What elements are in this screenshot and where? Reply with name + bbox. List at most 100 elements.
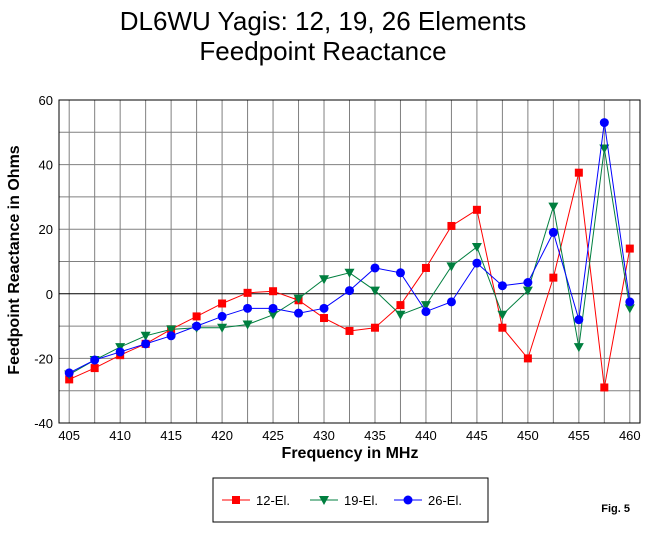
data-point (497, 281, 507, 291)
data-point (599, 118, 609, 128)
data-point (345, 286, 354, 296)
x-tick-label: 405 (58, 428, 80, 443)
data-point (573, 343, 584, 353)
figure-label: Fig. 5 (601, 503, 630, 515)
chart-subtitle: Feedpoint Reactance (199, 36, 446, 66)
data-point (140, 331, 151, 341)
data-point (574, 168, 583, 177)
y-tick-label: 40 (39, 158, 53, 173)
data-point (395, 310, 406, 320)
x-tick-label: 435 (364, 428, 386, 443)
data-point (320, 314, 329, 323)
data-point (166, 325, 177, 335)
x-tick-label: 420 (211, 428, 233, 443)
y-tick-label: 0 (46, 287, 53, 302)
x-tick-label: 460 (619, 428, 641, 443)
data-point (268, 310, 279, 320)
y-tick-label: -40 (34, 416, 53, 431)
series-layer (64, 118, 635, 392)
data-point (217, 311, 227, 321)
data-point (471, 242, 482, 252)
data-point (549, 273, 558, 282)
data-point (395, 268, 405, 278)
data-point (218, 299, 227, 308)
data-point (421, 263, 430, 272)
data-point (344, 268, 355, 278)
x-tick-label: 410 (109, 428, 131, 443)
data-point (242, 320, 253, 330)
series-3 (64, 118, 635, 378)
grid (59, 99, 640, 424)
data-point (243, 303, 253, 313)
data-point (472, 258, 482, 268)
y-tick-label: 60 (39, 93, 53, 108)
data-point (269, 287, 278, 296)
x-tick-label: 440 (415, 428, 437, 443)
data-point (420, 301, 431, 311)
data-point (90, 364, 99, 373)
data-point (319, 303, 329, 313)
data-point (319, 275, 330, 285)
data-point (192, 321, 202, 331)
data-point (268, 303, 278, 313)
data-point (446, 262, 457, 272)
data-point (115, 347, 125, 357)
data-point (522, 286, 533, 296)
x-axis-label: Frequency in MHz (282, 445, 419, 462)
x-tick-label: 450 (517, 428, 539, 443)
x-tick-label: 415 (160, 428, 182, 443)
data-point (599, 144, 610, 154)
data-point (600, 383, 609, 392)
data-point (369, 286, 380, 296)
x-tick-label: 455 (568, 428, 590, 443)
data-point (293, 294, 304, 304)
data-point (625, 244, 634, 253)
legend-marker (403, 495, 413, 505)
data-point (90, 355, 100, 365)
data-point (497, 310, 508, 320)
data-point (294, 308, 304, 318)
data-point (548, 227, 558, 237)
data-point (574, 315, 584, 325)
data-point (421, 307, 431, 317)
legend-box (212, 477, 489, 523)
data-point (166, 331, 176, 341)
data-point (498, 323, 507, 332)
legend: 12-El. 19-El. 26-El. (212, 477, 489, 523)
legend-marker (232, 496, 240, 504)
tick-labels: 405 410 415 420 425 430 435 440 445 450 455 460 -40 -… (34, 93, 640, 443)
x-tick-label: 425 (262, 428, 284, 443)
data-point (624, 304, 635, 314)
data-point (396, 301, 405, 310)
legend-marker (319, 496, 329, 505)
data-point (447, 221, 456, 230)
data-point (446, 297, 456, 307)
x-tick-label: 430 (313, 428, 335, 443)
data-point (523, 354, 532, 363)
legend-label: 12-El. (256, 493, 290, 508)
data-point (345, 326, 354, 335)
data-point (370, 323, 379, 332)
plot-frame (58, 99, 641, 424)
data-point (523, 277, 533, 287)
data-point (370, 263, 380, 273)
data-point (217, 323, 228, 333)
legend-label: 26-El. (428, 493, 462, 508)
legend-label: 19-El. (344, 493, 378, 508)
data-point (625, 297, 635, 307)
legend-item: 26-El. (394, 493, 462, 508)
y-tick-label: 20 (39, 222, 53, 237)
y-axis-label: Feedpoint Reactance in Ohms (6, 145, 23, 374)
data-point (548, 202, 559, 212)
chart-title: DL6WU Yagis: 12, 19, 26 Elements (120, 6, 527, 36)
data-point (472, 205, 481, 214)
data-point (243, 288, 252, 297)
data-point (64, 368, 74, 378)
legend-item: 19-El. (310, 493, 378, 508)
data-point (141, 339, 151, 349)
y-tick-label: -20 (34, 351, 53, 366)
x-tick-label: 445 (466, 428, 488, 443)
data-point (192, 312, 201, 321)
